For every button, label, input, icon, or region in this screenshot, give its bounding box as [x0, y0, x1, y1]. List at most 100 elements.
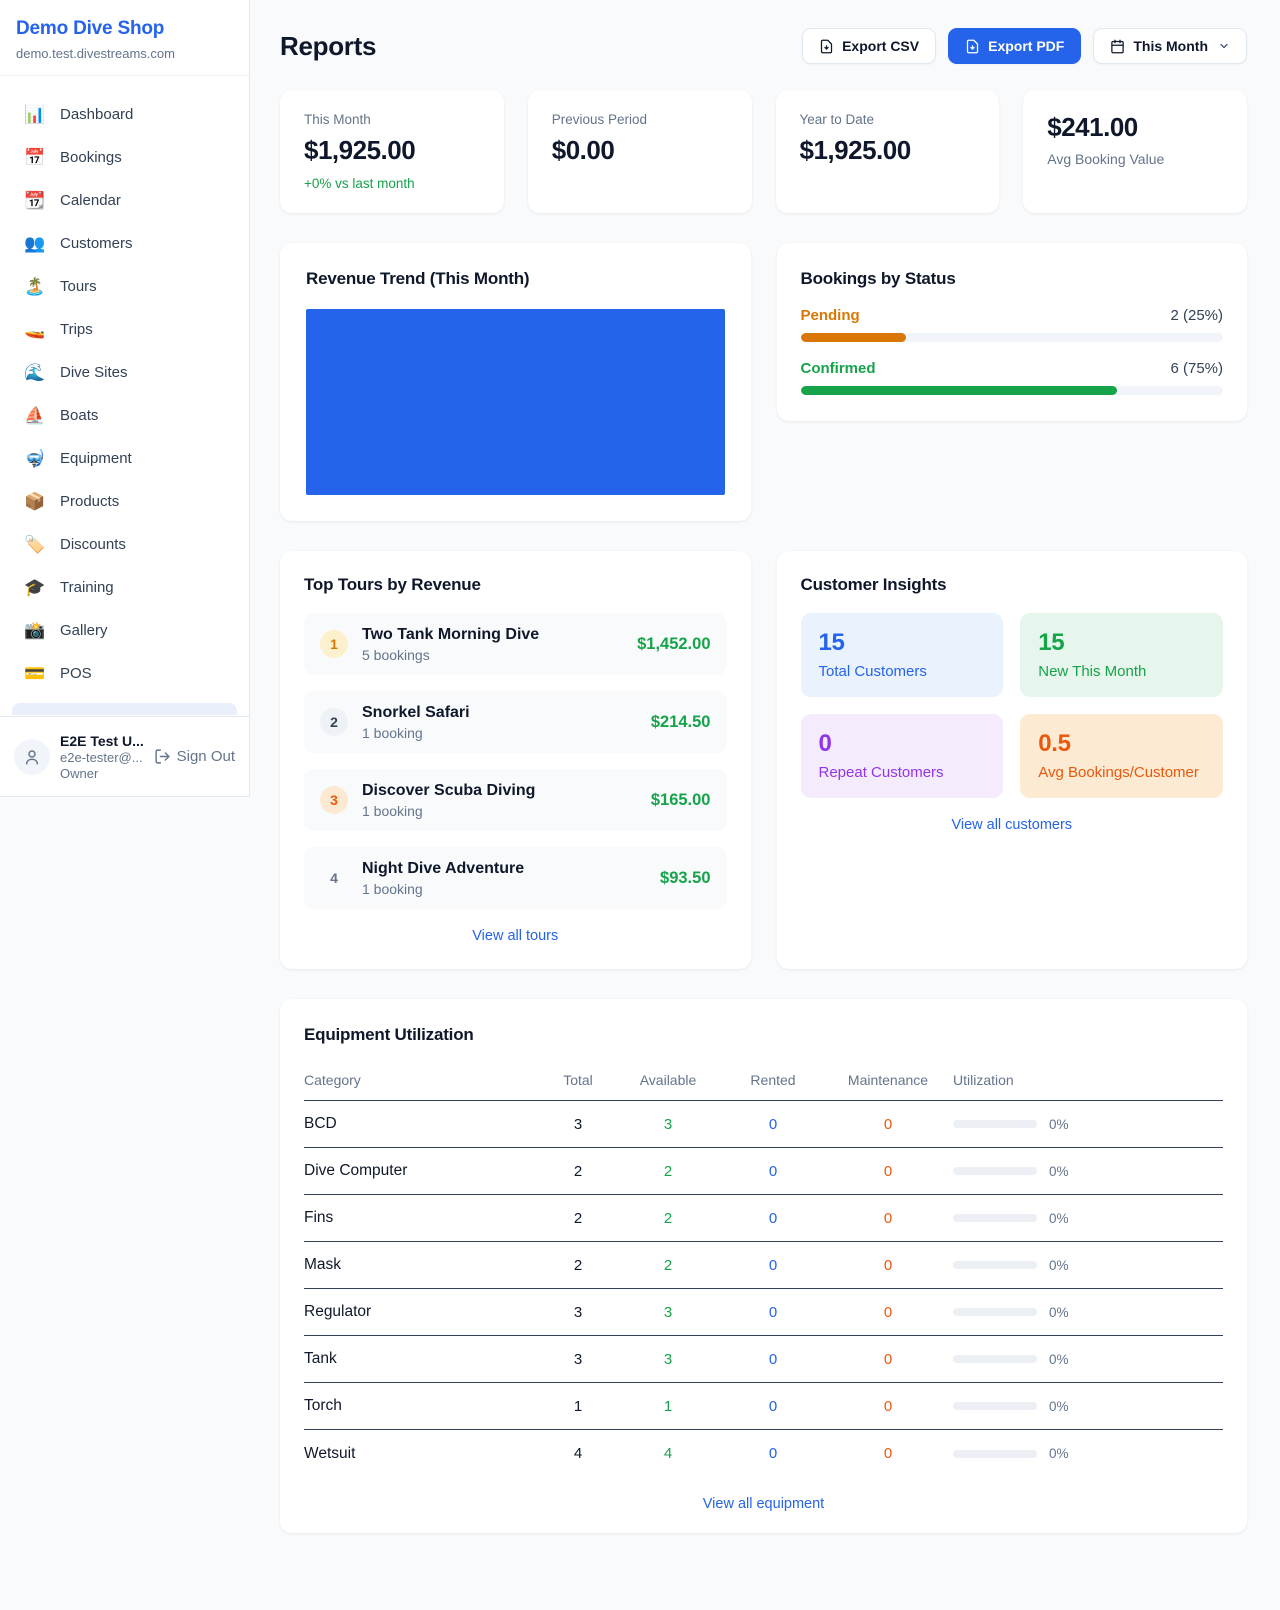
- cell-category: Dive Computer: [304, 1162, 408, 1179]
- cell-rented: 0: [768, 1445, 778, 1462]
- sidebar-item-label: Equipment: [60, 449, 132, 467]
- cell-utilization: 0%: [953, 1117, 1223, 1132]
- view-all-customers-link[interactable]: View all customers: [951, 817, 1073, 833]
- export-csv-button[interactable]: Export CSV: [802, 28, 937, 64]
- sidebar: Demo Dive Shop demo.test.divestreams.com…: [0, 0, 250, 797]
- sidebar-item-gallery[interactable]: 📸 Gallery: [12, 612, 237, 648]
- insight-tile-repeat-customers: 0 Repeat Customers: [800, 714, 1004, 798]
- sidebar-user-footer: E2E Test U... e2e-tester@... Owner Sign …: [0, 716, 249, 796]
- cell-total: 4: [573, 1445, 583, 1462]
- period-dropdown[interactable]: This Month: [1093, 28, 1247, 64]
- equipment-table-header: Category Total Available Rented Maintena…: [304, 1059, 1223, 1101]
- utilization-bar-track: [953, 1308, 1037, 1316]
- revenue-trend-card: Revenue Trend (This Month): [280, 243, 751, 521]
- column-header-utilization: Utilization: [953, 1071, 1014, 1088]
- equipment-table: Category Total Available Rented Maintena…: [304, 1059, 1223, 1477]
- tour-name: Two Tank Morning Dive: [362, 625, 540, 643]
- bookings-by-status-title: Bookings by Status: [800, 269, 956, 288]
- view-all-equipment-link[interactable]: View all equipment: [702, 1496, 825, 1512]
- avatar: [14, 738, 50, 775]
- tour-text: Discover Scuba Diving 1 booking: [362, 782, 637, 819]
- status-bar-fill: [800, 333, 907, 342]
- brand-name: Demo Dive Shop: [16, 18, 165, 39]
- export-pdf-label: Export PDF: [988, 38, 1065, 54]
- boats-icon: ⛵: [24, 405, 46, 425]
- sidebar-item-trips[interactable]: 🚤 Trips: [12, 311, 237, 347]
- stat-label: This Month: [304, 112, 371, 127]
- sidebar-item-customers[interactable]: 👥 Customers: [12, 225, 237, 261]
- utilization-bar-track: [953, 1120, 1037, 1128]
- cell-category: Mask: [304, 1256, 342, 1273]
- sidebar-item-training[interactable]: 🎓 Training: [12, 569, 237, 605]
- sidebar-item-label: Dive Sites: [60, 363, 128, 381]
- tour-text: Night Dive Adventure 1 booking: [362, 860, 646, 897]
- stat-card-avg-booking-value: $241.00 Avg Booking Value: [1023, 90, 1247, 213]
- sign-out-button[interactable]: Sign Out: [154, 748, 235, 765]
- tour-text: Snorkel Safari 1 booking: [362, 704, 637, 741]
- cell-available: 2: [663, 1209, 673, 1227]
- sidebar-item-reports-active-partial[interactable]: [12, 703, 237, 715]
- stat-label: Year to Date: [799, 112, 875, 127]
- rank-badge: 3: [320, 786, 348, 814]
- sidebar-item-dashboard[interactable]: 📊 Dashboard: [12, 96, 237, 132]
- table-row-fins: Fins 2 2 0 0 0%: [304, 1195, 1223, 1242]
- trips-icon: 🚤: [24, 319, 46, 339]
- sidebar-item-label: Calendar: [60, 191, 121, 209]
- tile-label: Avg Bookings/Customer: [1038, 764, 1199, 781]
- top-tours-card: Top Tours by Revenue 1 Two Tank Morning D…: [280, 551, 751, 969]
- utilization-bar-track: [953, 1355, 1037, 1363]
- tile-value: 15: [1038, 629, 1065, 656]
- tour-bookings-count: 5 bookings: [362, 646, 430, 663]
- sidebar-item-equipment[interactable]: 🤿 Equipment: [12, 440, 237, 476]
- insight-tiles: 15 Total Customers 15 New This Month 0 Repeat…: [800, 613, 1223, 798]
- sidebar-item-bookings[interactable]: 📅 Bookings: [12, 139, 237, 175]
- export-pdf-button[interactable]: Export PDF: [948, 28, 1082, 64]
- sidebar-item-boats[interactable]: ⛵ Boats: [12, 397, 237, 433]
- tour-list: 1 Two Tank Morning Dive 5 bookings $1,452.0…: [304, 613, 727, 909]
- view-all-tours-link[interactable]: View all tours: [472, 928, 559, 944]
- sidebar-item-tours[interactable]: 🏝️ Tours: [12, 268, 237, 304]
- period-label: This Month: [1133, 38, 1208, 54]
- sidebar-item-label: Training: [60, 578, 114, 596]
- training-icon: 🎓: [24, 577, 46, 597]
- utilization-percent: 0%: [1049, 1257, 1069, 1273]
- sidebar-item-label: Bookings: [60, 148, 122, 166]
- sidebar-item-products[interactable]: 📦 Products: [12, 483, 237, 519]
- tour-revenue: $1,452.00: [637, 634, 711, 653]
- sidebar-item-calendar[interactable]: 📆 Calendar: [12, 182, 237, 218]
- cell-total: 3: [573, 1303, 583, 1321]
- status-label: Confirmed: [800, 360, 876, 377]
- cell-category: BCD: [304, 1115, 337, 1132]
- tour-list-item: 3 Discover Scuba Diving 1 booking $165.00: [304, 769, 727, 831]
- rank-badge: 2: [320, 708, 348, 736]
- export-csv-label: Export CSV: [842, 38, 920, 54]
- cell-available: 3: [663, 1115, 673, 1133]
- sidebar-item-pos[interactable]: 💳 POS: [12, 655, 237, 691]
- header-actions: Export CSV Export PDF This Month: [802, 28, 1247, 64]
- customer-insights-title: Customer Insights: [800, 575, 947, 594]
- stat-value: $241.00: [1047, 112, 1138, 142]
- tile-label: New This Month: [1038, 663, 1147, 680]
- sidebar-item-label: Dashboard: [60, 105, 134, 123]
- tour-bookings-count: 1 booking: [362, 802, 423, 819]
- insight-tile-avg-bookings-customer: 0.5 Avg Bookings/Customer: [1020, 714, 1223, 798]
- cell-maintenance: 0: [883, 1397, 893, 1415]
- brand-domain: demo.test.divestreams.com: [16, 46, 175, 61]
- products-icon: 📦: [24, 491, 46, 511]
- cell-utilization: 0%: [953, 1258, 1223, 1273]
- sidebar-item-dive-sites[interactable]: 🌊 Dive Sites: [12, 354, 237, 390]
- sidebar-item-discounts[interactable]: 🏷️ Discounts: [12, 526, 237, 562]
- stat-label: Previous Period: [551, 112, 648, 127]
- table-row-tank: Tank 3 3 0 0 0%: [304, 1336, 1223, 1383]
- column-header-maintenance: Maintenance: [847, 1071, 929, 1088]
- cell-available: 1: [663, 1397, 673, 1415]
- cell-rented: 0: [768, 1256, 778, 1274]
- cell-available: 3: [663, 1303, 673, 1321]
- user-meta: E2E Test U... e2e-tester@... Owner: [60, 733, 144, 781]
- bookings-by-status-card: Bookings by Status Pending 2 (25%) Confi…: [776, 243, 1247, 421]
- utilization-bar-track: [953, 1261, 1037, 1269]
- cell-maintenance: 0: [883, 1209, 893, 1227]
- user-email: e2e-tester@...: [60, 749, 143, 765]
- tour-bookings-count: 1 booking: [362, 724, 423, 741]
- utilization-percent: 0%: [1049, 1163, 1069, 1179]
